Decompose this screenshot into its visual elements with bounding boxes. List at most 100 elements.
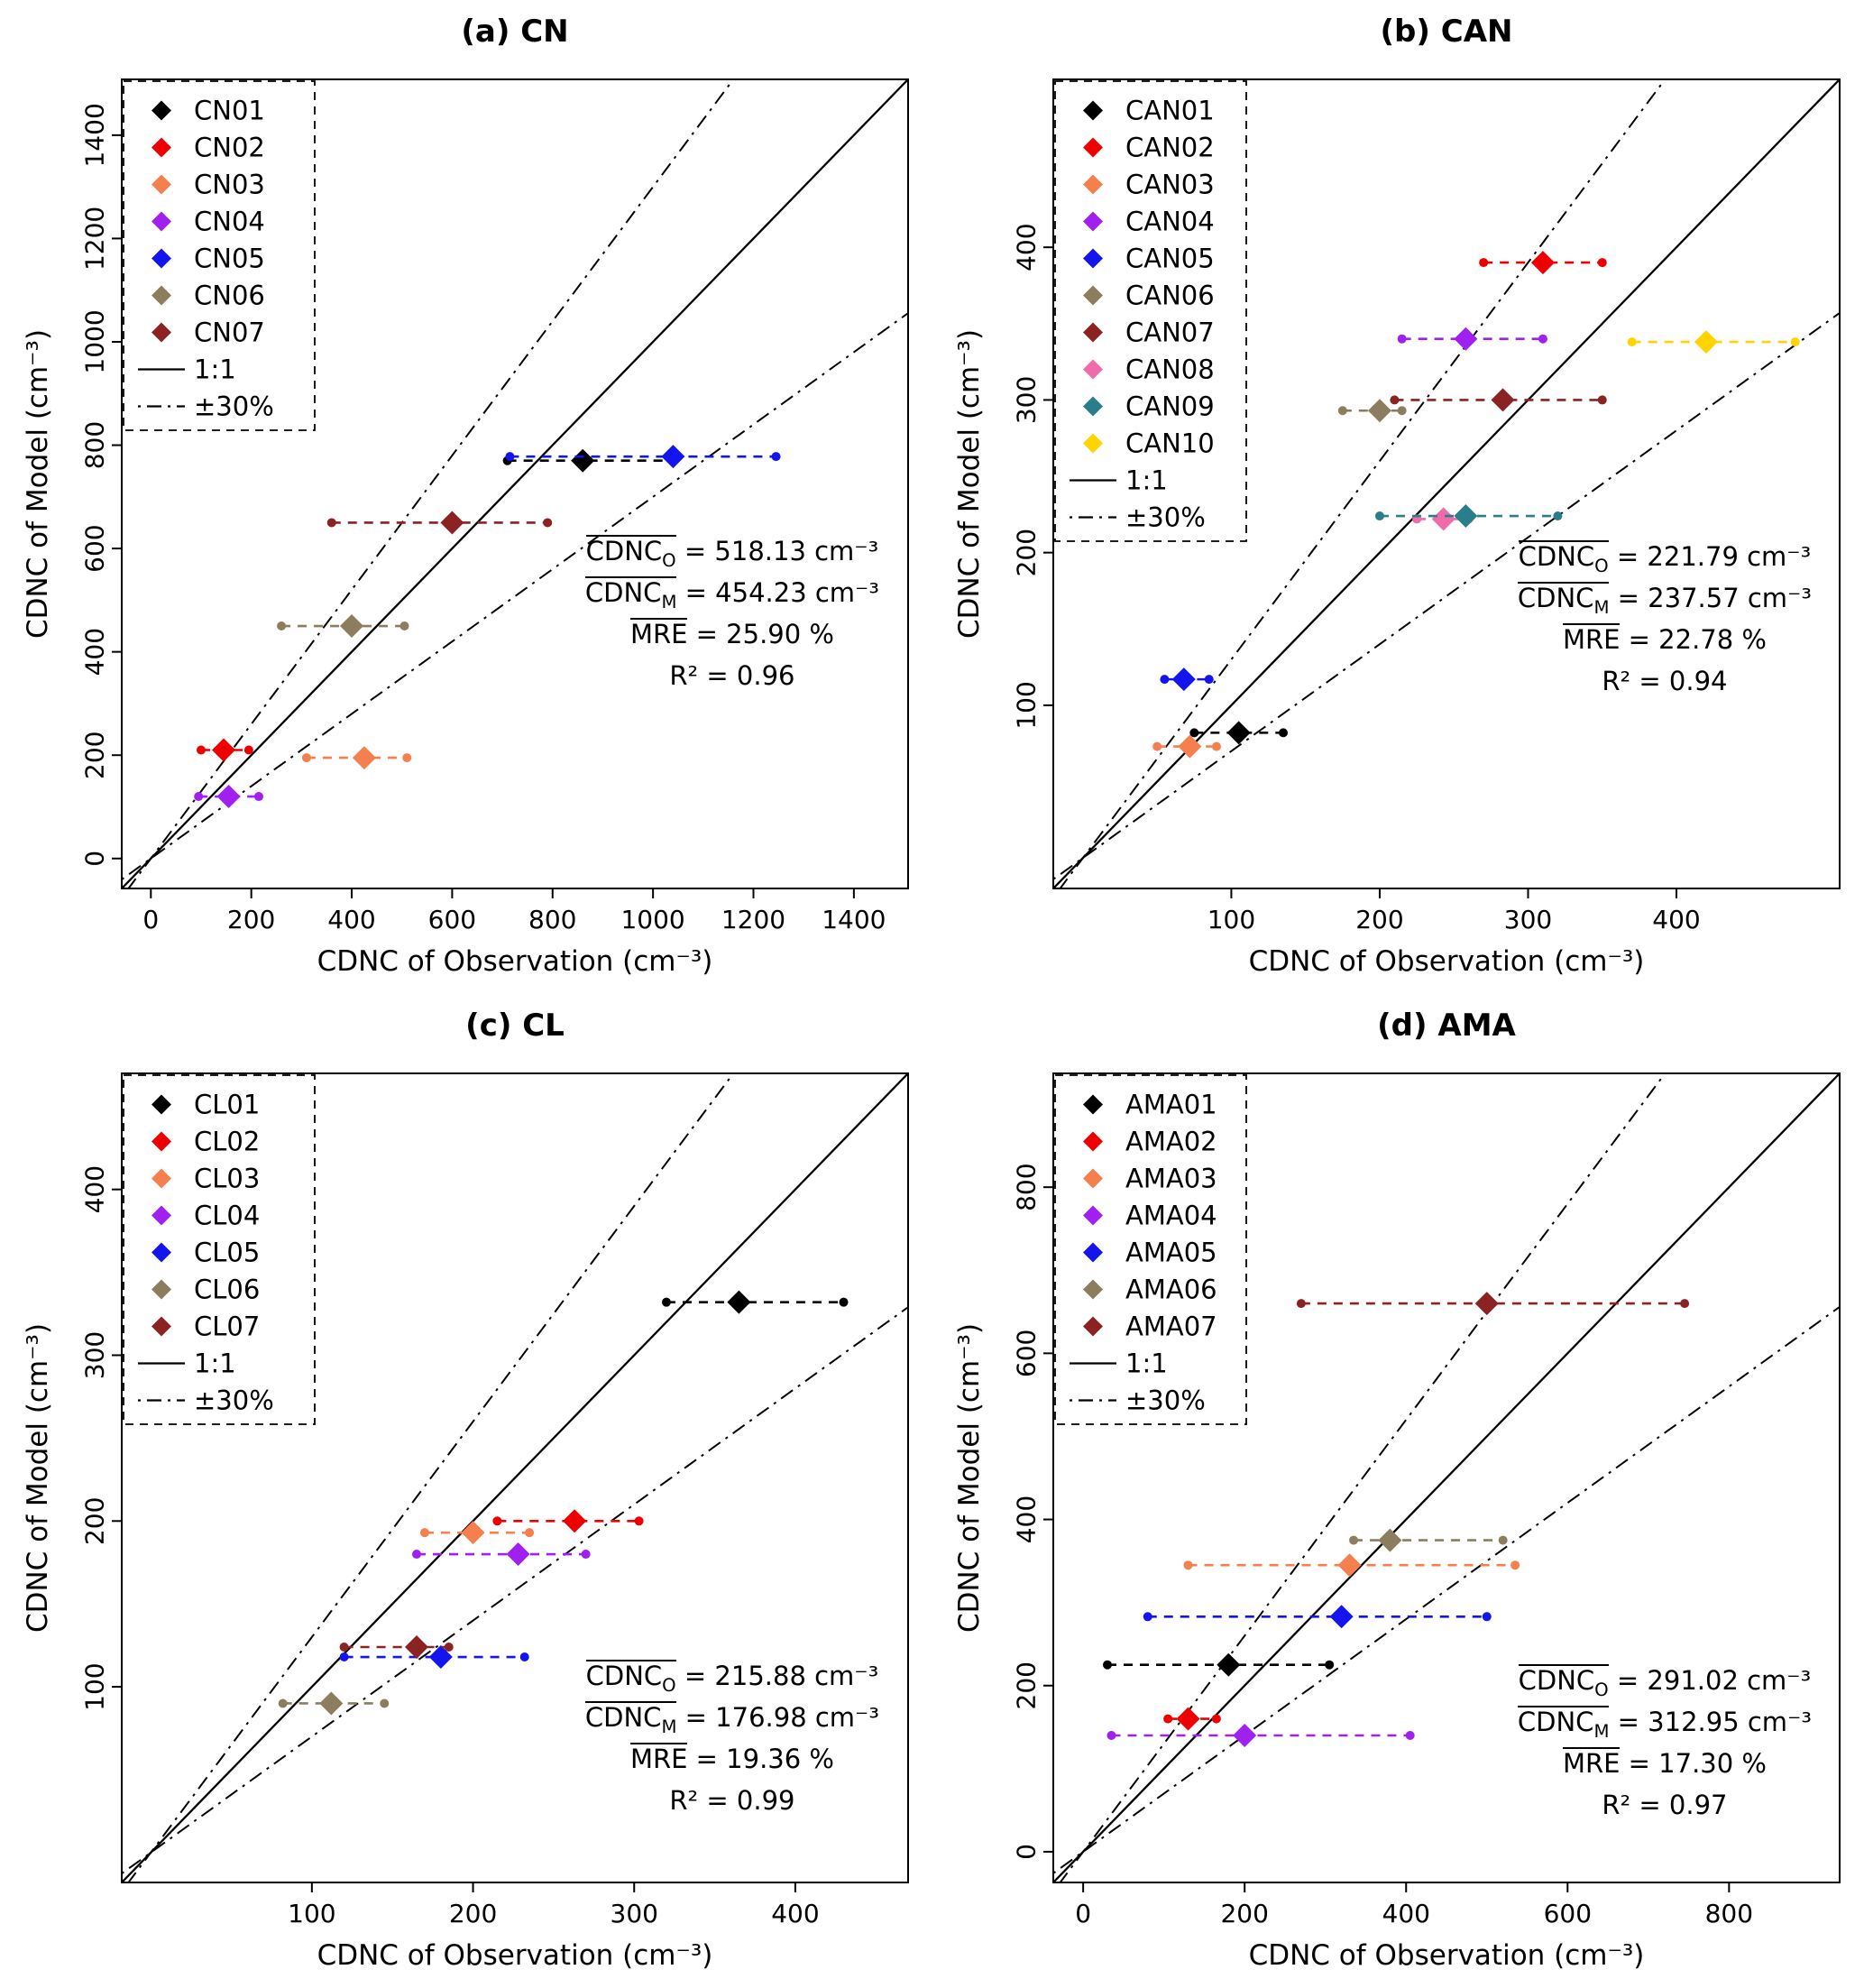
legend-marker-CAN10: [1083, 433, 1103, 454]
range-max-dot: [581, 1550, 591, 1560]
legend-label-CAN04: CAN04: [1125, 207, 1215, 237]
stat-name: CDNCM: [1517, 582, 1610, 618]
one-to-one-line: [1053, 1073, 1840, 1882]
legend-marker-CL06: [152, 1279, 171, 1300]
series-CAN07: [1390, 388, 1607, 412]
y-tick-label: 800: [1012, 1163, 1042, 1210]
y-tick-label: 400: [1012, 1496, 1042, 1543]
legend-marker-AMA05: [1083, 1242, 1103, 1263]
x-tick-label: 300: [611, 1899, 658, 1928]
stat-name: R²: [1602, 1790, 1631, 1820]
y-tick-label: 300: [1012, 376, 1042, 424]
series-CN03: [301, 746, 412, 770]
x-axis: 0 200 400 600 800 1000 1200 1400: [142, 888, 886, 934]
stats-block: CDNCO = 215.88 cm⁻³ CDNCM = 176.98 cm⁻³ MR…: [584, 1655, 879, 1821]
x-tick-label: 100: [1207, 905, 1255, 934]
stat-name: R²: [1602, 666, 1631, 696]
x-tick-label: 1200: [721, 905, 785, 934]
plus-band-line: [127, 79, 735, 888]
legend-label-ref: ±30%: [194, 391, 274, 422]
range-max-dot: [525, 1528, 535, 1538]
range-min-dot: [1397, 334, 1407, 344]
stat-name: MRE: [629, 1743, 688, 1774]
range-max-dot: [1211, 741, 1221, 751]
data-point: [440, 511, 464, 535]
data-point: [216, 785, 241, 809]
series-AMA03: [1183, 1553, 1520, 1578]
x-tick-label: 200: [449, 1899, 497, 1928]
legend-label-CN07: CN07: [194, 318, 265, 348]
range-max-dot: [634, 1516, 644, 1526]
data-point: [571, 448, 595, 473]
legend-marker-CN02: [152, 137, 171, 158]
stat-name: CDNCM: [1517, 1706, 1610, 1742]
range-min-dot: [492, 1516, 502, 1526]
legend-marker-CL05: [152, 1242, 171, 1263]
legend-marker-CAN05: [1083, 248, 1103, 269]
series-CL04: [412, 1542, 591, 1567]
stat-line: CDNCM = 312.95 cm⁻³: [1517, 1706, 1812, 1742]
x-tick-label: 800: [1705, 1899, 1753, 1928]
panel-title: (c) CL: [465, 1008, 565, 1044]
series-CN06: [277, 614, 409, 639]
range-max-dot: [1553, 511, 1563, 521]
data-point: [1431, 507, 1455, 531]
y-tick-label: 400: [1012, 223, 1042, 271]
legend-marker-CAN08: [1083, 359, 1103, 380]
range-max-dot: [1597, 395, 1607, 405]
stat-name: CDNCO: [585, 535, 676, 571]
stat-line: R² = 0.94: [1602, 666, 1728, 696]
chart-canvas: (c) CL 100 200 300 400 100 200 300 400 CDNC of Ob…: [22, 1008, 909, 1972]
plus-band-line: [127, 1073, 735, 1882]
stat-line: CDNCM = 237.57 cm⁻³: [1517, 582, 1812, 618]
legend-marker-AMA06: [1083, 1279, 1103, 1300]
legend-marker-CAN01: [1083, 100, 1103, 121]
series-CL06: [278, 1691, 390, 1716]
legend-label-ref: 1:1: [1125, 1348, 1168, 1379]
range-max-dot: [1279, 728, 1289, 738]
y-tick-label: 800: [80, 421, 110, 469]
legend-marker-CN04: [152, 211, 171, 232]
range-max-dot: [1597, 258, 1607, 268]
legend-label-CL04: CL04: [194, 1201, 260, 1231]
data-point: [1530, 251, 1555, 275]
y-axis: 100 200 300 400: [1012, 223, 1053, 730]
range-min-dot: [505, 452, 515, 462]
x-tick-label: 0: [1075, 1899, 1091, 1928]
range-max-dot: [1680, 1299, 1690, 1309]
y-tick-label: 1200: [80, 207, 110, 271]
legend-marker-CAN09: [1083, 396, 1103, 417]
legend: CN01 CN02 CN03 CN04 CN05 CN06 CN07 1:1 ±30%: [123, 80, 316, 431]
legend-label-AMA01: AMA01: [1125, 1090, 1217, 1120]
data-point: [352, 746, 376, 770]
y-axis-title: CDNC of Model (cm⁻³): [22, 329, 54, 639]
range-max-dot: [380, 1698, 390, 1708]
range-max-dot: [1211, 1714, 1221, 1724]
legend-label-AMA07: AMA07: [1125, 1312, 1217, 1342]
stat-line: MRE = 17.30 %: [1562, 1747, 1767, 1779]
legend-marker-CL04: [152, 1205, 171, 1226]
series-CAN03: [1152, 734, 1221, 759]
legend-marker-CN06: [152, 285, 171, 306]
y-axis: 100 200 300 400: [80, 1165, 122, 1711]
stat-name: CDNCO: [1518, 1664, 1609, 1700]
legend: AMA01 AMA02 AMA03 AMA04 AMA05 AMA06 AMA07 1:1 ±3…: [1054, 1074, 1247, 1425]
range-max-dot: [543, 518, 553, 528]
legend-marker-CAN02: [1083, 137, 1103, 158]
legend-marker-CN05: [152, 248, 171, 269]
range-min-dot: [1374, 511, 1384, 521]
range-max-dot: [839, 1297, 849, 1307]
stat-line: CDNCO = 291.02 cm⁻³: [1518, 1664, 1812, 1700]
stat-name: CDNCO: [585, 1660, 676, 1696]
y-tick-label: 400: [80, 1165, 110, 1213]
range-min-dot: [1627, 337, 1637, 347]
range-min-dot: [301, 753, 311, 763]
series-CL01: [661, 1290, 849, 1314]
range-min-dot: [1296, 1299, 1306, 1309]
plot-border: [121, 1072, 909, 1883]
stat-line: MRE = 22.78 %: [1562, 623, 1767, 655]
panel-title: (d) AMA: [1377, 1008, 1516, 1044]
legend-marker-AMA02: [1083, 1131, 1103, 1152]
range-min-dot: [1349, 1535, 1359, 1545]
